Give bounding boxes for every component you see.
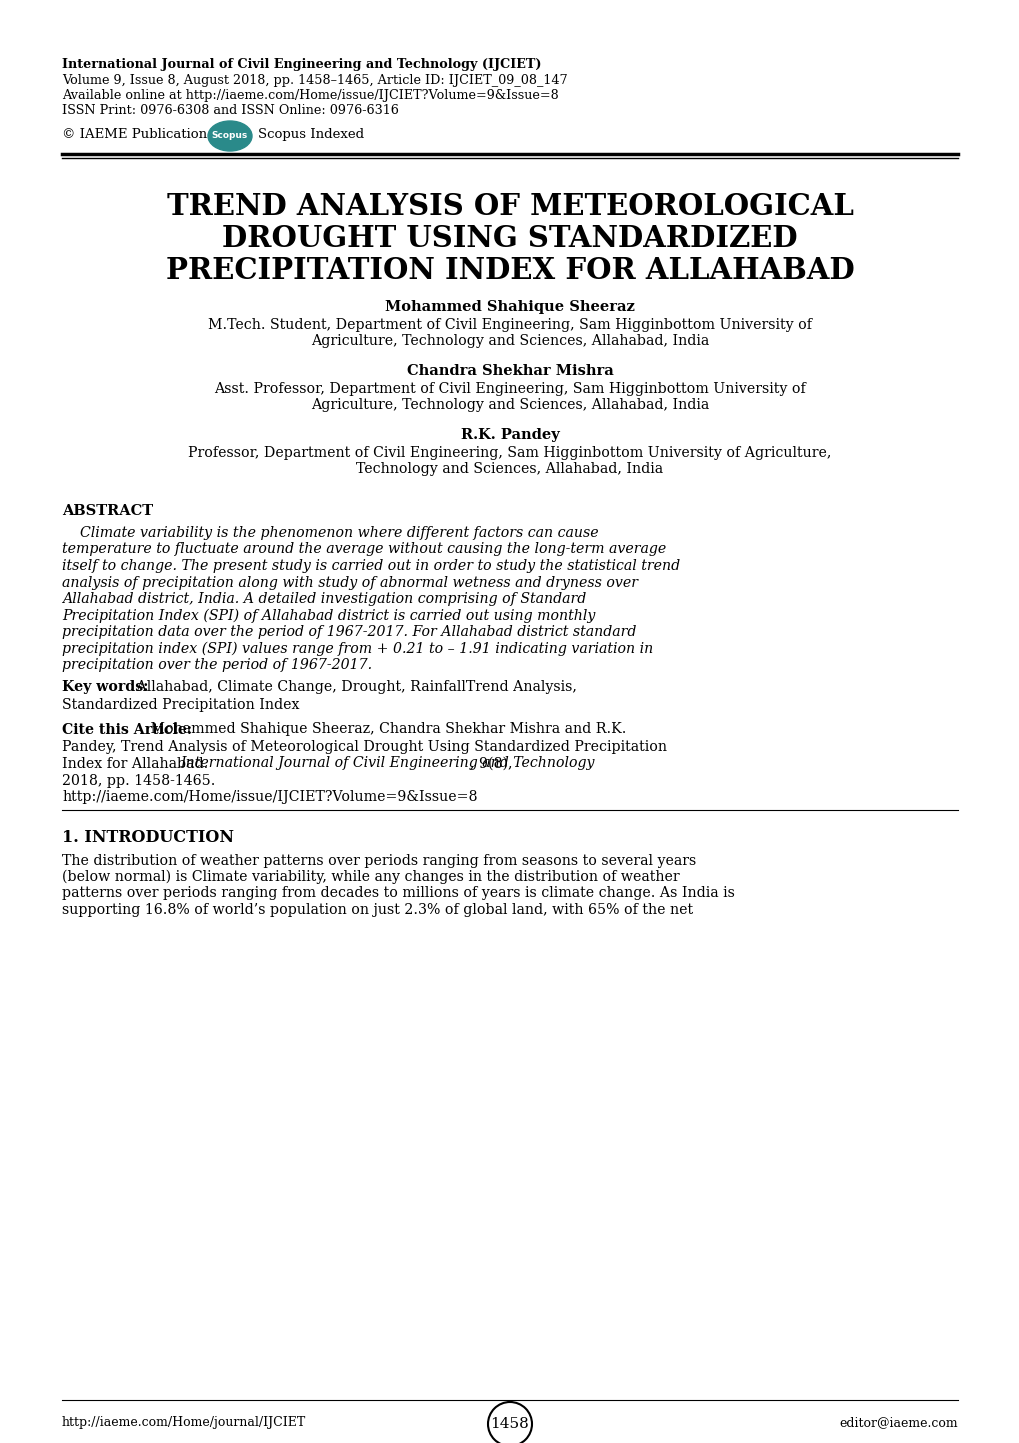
Text: Cite this Article:: Cite this Article:	[62, 723, 192, 736]
Text: Pandey, Trend Analysis of Meteorological Drought Using Standardized Precipitatio: Pandey, Trend Analysis of Meteorological…	[62, 739, 666, 753]
Text: Agriculture, Technology and Sciences, Allahabad, India: Agriculture, Technology and Sciences, Al…	[311, 398, 708, 413]
Text: International Journal of Civil Engineering and Technology: International Journal of Civil Engineeri…	[179, 756, 594, 771]
Text: precipitation over the period of 1967-2017.: precipitation over the period of 1967-20…	[62, 658, 372, 672]
Text: Asst. Professor, Department of Civil Engineering, Sam Higginbottom University of: Asst. Professor, Department of Civil Eng…	[214, 382, 805, 395]
Text: Scopus: Scopus	[212, 131, 248, 140]
Text: Agriculture, Technology and Sciences, Allahabad, India: Agriculture, Technology and Sciences, Al…	[311, 333, 708, 348]
Text: temperature to fluctuate around the average without causing the long-term averag: temperature to fluctuate around the aver…	[62, 543, 665, 557]
Text: , 9(8),: , 9(8),	[470, 756, 512, 771]
Text: Scopus Indexed: Scopus Indexed	[258, 128, 364, 141]
Text: Allahabad, Climate Change, Drought, RainfallTrend Analysis,: Allahabad, Climate Change, Drought, Rain…	[131, 681, 577, 694]
Text: http://iaeme.com/Home/issue/IJCIET?Volume=9&Issue=8: http://iaeme.com/Home/issue/IJCIET?Volum…	[62, 791, 477, 805]
Text: precipitation index (SPI) values range from + 0.21 to – 1.91 indicating variatio: precipitation index (SPI) values range f…	[62, 642, 652, 657]
Circle shape	[487, 1403, 532, 1443]
Text: 1458: 1458	[490, 1417, 529, 1431]
Text: International Journal of Civil Engineering and Technology (IJCIET): International Journal of Civil Engineeri…	[62, 58, 541, 71]
Ellipse shape	[208, 121, 252, 152]
Text: Technology and Sciences, Allahabad, India: Technology and Sciences, Allahabad, Indi…	[356, 462, 663, 476]
Text: editor@iaeme.com: editor@iaeme.com	[839, 1416, 957, 1429]
Text: Volume 9, Issue 8, August 2018, pp. 1458–1465, Article ID: IJCIET_09_08_147: Volume 9, Issue 8, August 2018, pp. 1458…	[62, 74, 567, 87]
Text: precipitation data over the period of 1967-2017. For Allahabad district standard: precipitation data over the period of 19…	[62, 625, 636, 639]
Text: Allahabad district, India. A detailed investigation comprising of Standard: Allahabad district, India. A detailed in…	[62, 592, 586, 606]
Text: supporting 16.8% of world’s population on just 2.3% of global land, with 65% of : supporting 16.8% of world’s population o…	[62, 903, 693, 916]
Text: M.Tech. Student, Department of Civil Engineering, Sam Higginbottom University of: M.Tech. Student, Department of Civil Eng…	[208, 317, 811, 332]
Text: DROUGHT USING STANDARDIZED: DROUGHT USING STANDARDIZED	[222, 224, 797, 253]
Text: ABSTRACT: ABSTRACT	[62, 504, 153, 518]
Text: analysis of precipitation along with study of abnormal wetness and dryness over: analysis of precipitation along with stu…	[62, 576, 637, 590]
Text: Standardized Precipitation Index: Standardized Precipitation Index	[62, 697, 300, 711]
Text: Mohammed Shahique Sheeraz, Chandra Shekhar Mishra and R.K.: Mohammed Shahique Sheeraz, Chandra Shekh…	[146, 723, 626, 736]
Text: Climate variability is the phenomenon where different factors can cause: Climate variability is the phenomenon wh…	[62, 527, 598, 540]
Text: ISSN Print: 0976-6308 and ISSN Online: 0976-6316: ISSN Print: 0976-6308 and ISSN Online: 0…	[62, 104, 398, 117]
Text: http://iaeme.com/Home/journal/IJCIET: http://iaeme.com/Home/journal/IJCIET	[62, 1416, 306, 1429]
Text: Precipitation Index (SPI) of Allahabad district is carried out using monthly: Precipitation Index (SPI) of Allahabad d…	[62, 609, 595, 623]
Text: TREND ANALYSIS OF METEOROLOGICAL: TREND ANALYSIS OF METEOROLOGICAL	[166, 192, 853, 221]
Text: Available online at http://iaeme.com/Home/issue/IJCIET?Volume=9&Issue=8: Available online at http://iaeme.com/Hom…	[62, 89, 558, 102]
Text: R.K. Pandey: R.K. Pandey	[461, 429, 558, 442]
Text: © IAEME Publication: © IAEME Publication	[62, 128, 207, 141]
Text: itself to change. The present study is carried out in order to study the statist: itself to change. The present study is c…	[62, 558, 680, 573]
Text: Index for Allahabad.: Index for Allahabad.	[62, 756, 213, 771]
Text: PRECIPITATION INDEX FOR ALLAHABAD: PRECIPITATION INDEX FOR ALLAHABAD	[165, 255, 854, 286]
Text: Mohammed Shahique Sheeraz: Mohammed Shahique Sheeraz	[385, 300, 634, 315]
Text: The distribution of weather patterns over periods ranging from seasons to severa: The distribution of weather patterns ove…	[62, 853, 696, 867]
Text: (below normal) is Climate variability, while any changes in the distribution of : (below normal) is Climate variability, w…	[62, 870, 679, 885]
Text: 1. INTRODUCTION: 1. INTRODUCTION	[62, 830, 233, 847]
Text: Professor, Department of Civil Engineering, Sam Higginbottom University of Agric: Professor, Department of Civil Engineeri…	[189, 446, 830, 460]
Text: 2018, pp. 1458-1465.: 2018, pp. 1458-1465.	[62, 773, 215, 788]
Text: patterns over periods ranging from decades to millions of years is climate chang: patterns over periods ranging from decad…	[62, 886, 734, 900]
Text: Key words:: Key words:	[62, 681, 148, 694]
Text: Chandra Shekhar Mishra: Chandra Shekhar Mishra	[407, 364, 612, 378]
